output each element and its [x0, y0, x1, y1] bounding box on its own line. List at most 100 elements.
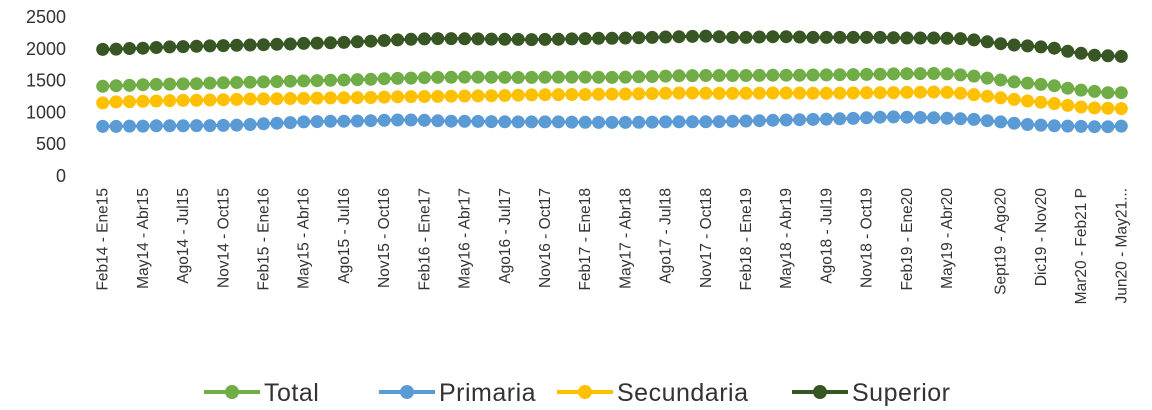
data-point: [431, 89, 445, 103]
data-point: [431, 32, 445, 46]
data-point: [270, 75, 284, 89]
data-point: [887, 110, 900, 124]
data-point: [123, 78, 136, 92]
data-point: [471, 114, 485, 128]
data-point: [873, 30, 887, 44]
data-point: [283, 37, 297, 51]
data-point: [525, 33, 539, 47]
data-point: [484, 70, 498, 84]
data-point: [404, 32, 418, 46]
data-point: [257, 38, 270, 52]
data-point: [1074, 83, 1088, 97]
data-point: [364, 72, 378, 86]
x-tick-label: Feb17 - Ene18: [577, 188, 594, 291]
legend-marker: [578, 385, 592, 399]
data-point: [806, 86, 820, 100]
data-point: [699, 115, 713, 129]
data-point: [645, 115, 659, 129]
data-point: [645, 87, 659, 101]
legend-label: Total: [264, 379, 319, 407]
data-point: [444, 89, 458, 103]
data-point: [605, 115, 619, 129]
data-point: [377, 72, 391, 86]
data-point: [565, 115, 579, 129]
data-point: [511, 71, 525, 84]
x-tick-label: Nov17 - Oct18: [698, 188, 715, 288]
data-point: [297, 91, 311, 105]
data-point: [149, 119, 163, 133]
data-point: [726, 114, 740, 128]
data-point: [310, 115, 324, 129]
data-point: [1007, 75, 1021, 89]
data-point: [752, 114, 766, 128]
data-point: [538, 70, 552, 84]
data-point: [1021, 118, 1034, 131]
data-point: [779, 68, 793, 82]
x-tick-label: Feb15 - Ene16: [256, 188, 273, 291]
y-tick-label: 0: [56, 166, 66, 186]
data-point: [123, 95, 136, 109]
series-layer: [96, 29, 1128, 134]
data-point: [551, 88, 565, 102]
data-point: [109, 95, 123, 109]
data-point: [136, 94, 150, 108]
data-point: [739, 86, 753, 100]
x-tick-label: May15 - Abr16: [296, 188, 313, 289]
data-point: [779, 86, 793, 100]
data-point: [793, 68, 807, 82]
data-point: [779, 113, 793, 127]
data-point: [525, 88, 539, 102]
data-point: [297, 74, 311, 88]
data-point: [726, 69, 740, 82]
data-point: [257, 117, 270, 131]
data-point: [190, 77, 203, 91]
data-point: [471, 32, 485, 46]
data-point: [190, 93, 203, 107]
data-point: [551, 115, 565, 129]
x-tick-label: Ago14 - Jul15: [175, 188, 192, 284]
data-point: [726, 30, 740, 44]
data-point: [672, 115, 686, 129]
legend-marker: [225, 385, 239, 399]
data-point: [1007, 92, 1021, 106]
data-point: [685, 86, 699, 100]
x-tick-label: Jun20 - May21...: [1113, 188, 1130, 303]
data-point: [364, 34, 378, 48]
data-point: [123, 42, 136, 55]
data-point: [230, 118, 244, 132]
data-point: [1021, 39, 1034, 53]
data-point: [310, 91, 324, 105]
x-tick-label: Mar20 - Feb21 P: [1073, 188, 1090, 304]
data-point: [1061, 98, 1075, 112]
data-point: [1114, 119, 1128, 133]
data-point: [243, 38, 257, 52]
data-point: [324, 73, 337, 87]
legend: Total Primaria Secundaria Superior: [204, 379, 950, 407]
data-point: [846, 68, 860, 82]
data-point: [149, 77, 163, 91]
data-point: [980, 71, 994, 85]
data-point: [913, 67, 927, 81]
data-point: [511, 88, 525, 102]
data-point: [578, 32, 592, 46]
data-point: [873, 67, 887, 81]
data-point: [659, 115, 673, 129]
data-point: [806, 68, 820, 82]
data-point: [176, 119, 190, 133]
data-point: [913, 111, 927, 124]
data-point: [645, 70, 659, 83]
data-point: [994, 91, 1008, 105]
data-point: [954, 86, 967, 100]
data-point: [1021, 94, 1034, 108]
series-secundaria: [96, 85, 1128, 116]
data-point: [913, 85, 927, 99]
legend-item-primaria: Primaria: [379, 379, 536, 407]
data-point: [1074, 119, 1088, 133]
data-point: [471, 70, 485, 84]
data-point: [1101, 101, 1115, 115]
data-point: [216, 76, 230, 90]
data-point: [1061, 44, 1075, 58]
y-tick-label: 500: [36, 134, 66, 154]
data-point: [1088, 101, 1101, 115]
data-point: [176, 93, 190, 107]
